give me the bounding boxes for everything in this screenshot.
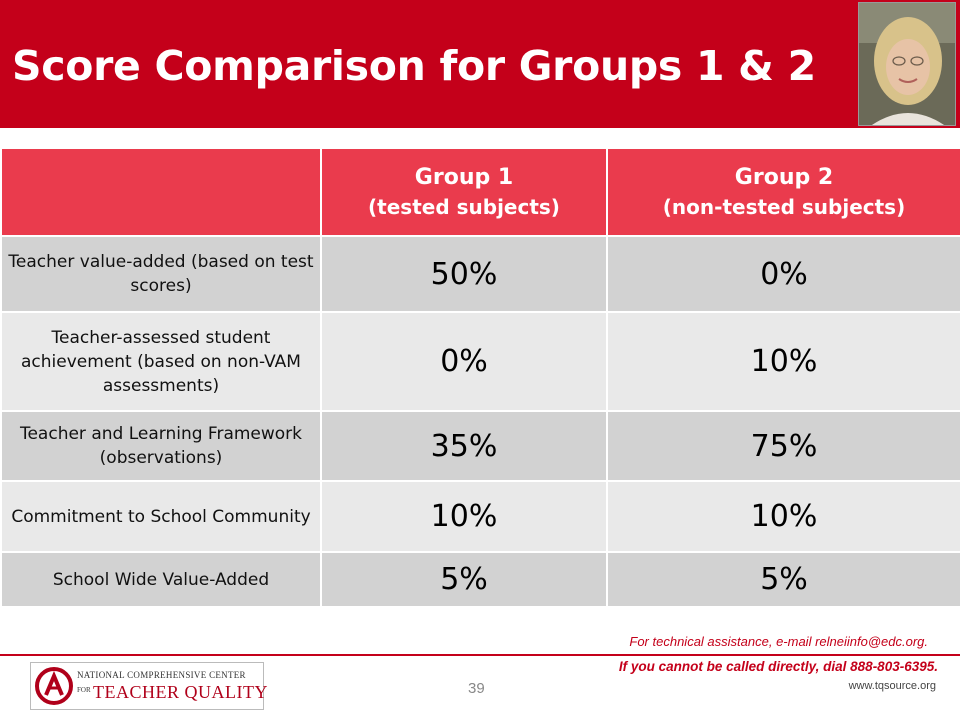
slide-title: Score Comparison for Groups 1 & 2 — [12, 42, 816, 90]
row-label: Commitment to School Community — [0, 480, 322, 553]
logo-text-line-1: NATIONAL COMPREHENSIVE CENTER — [77, 670, 246, 680]
dial-in-text: If you cannot be called directly, dial 8… — [618, 659, 938, 674]
group-2-value: 0% — [606, 235, 960, 313]
row-label: School Wide Value-Added — [0, 551, 322, 608]
group-1-value: 5% — [320, 551, 608, 608]
table-row: Teacher value-added (based on test score… — [0, 235, 960, 313]
group-1-value: 10% — [320, 480, 608, 553]
table-row: Teacher and Learning Framework (observat… — [0, 410, 960, 482]
nccqt-logo-mark-icon — [35, 667, 73, 705]
logo-text-line-2: TEACHER QUALITY — [93, 682, 268, 702]
table-row: School Wide Value-Added 5% 5% — [0, 551, 960, 608]
group-1-value: 50% — [320, 235, 608, 313]
column-header-main: Group 1 — [414, 165, 514, 190]
table-row: Teacher-assessed student achievement (ba… — [0, 311, 960, 412]
group-2-value: 75% — [606, 410, 960, 482]
title-banner: Score Comparison for Groups 1 & 2 — [0, 0, 960, 128]
table-header-row: Group 1 (tested subjects) Group 2 (non-t… — [0, 147, 960, 237]
column-header-sub: (tested subjects) — [368, 195, 560, 219]
header-empty-cell — [0, 147, 322, 237]
score-comparison-table: Group 1 (tested subjects) Group 2 (non-t… — [0, 147, 960, 608]
group-1-value: 35% — [320, 410, 608, 482]
column-header-group-2: Group 2 (non-tested subjects) — [606, 147, 960, 237]
group-2-value: 5% — [606, 551, 960, 608]
group-1-value: 0% — [320, 311, 608, 412]
logo-text-for: FOR — [77, 686, 91, 694]
nccqt-logo: NATIONAL COMPREHENSIVE CENTER FOR TEACHE… — [30, 662, 267, 710]
row-label: Teacher value-added (based on test score… — [0, 235, 322, 313]
group-2-value: 10% — [606, 480, 960, 553]
presenter-photo — [858, 2, 956, 126]
page-number: 39 — [468, 680, 485, 697]
group-2-value: 10% — [606, 311, 960, 412]
column-header-group-1: Group 1 (tested subjects) — [320, 147, 608, 237]
row-label: Teacher-assessed student achievement (ba… — [0, 311, 322, 412]
technical-assistance-text: For technical assistance, e-mail relneii… — [629, 634, 928, 649]
row-label: Teacher and Learning Framework (observat… — [0, 410, 322, 482]
website-link[interactable]: www.tqsource.org — [848, 680, 936, 692]
column-header-sub: (non-tested subjects) — [662, 195, 906, 219]
column-header-main: Group 2 — [734, 165, 834, 190]
footer-divider — [0, 654, 960, 656]
table-row: Commitment to School Community 10% 10% — [0, 480, 960, 553]
